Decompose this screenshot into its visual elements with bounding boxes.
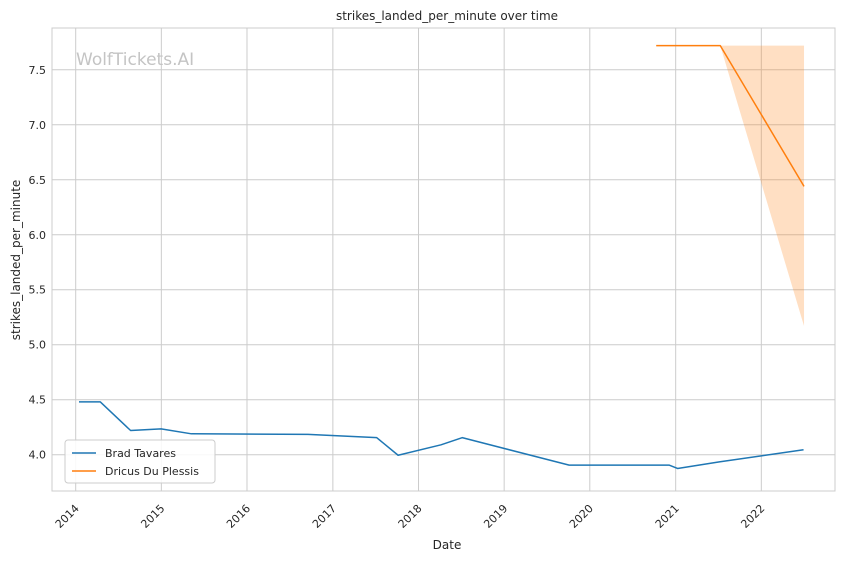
series-line-brad-tavares [78,401,804,470]
x-axis-label: Date [433,538,462,552]
chart-title: strikes_landed_per_minute over time [336,9,558,23]
confidence-band-dricus-du-plessis [656,45,805,327]
series-line-dricus-du-plessis [656,44,805,187]
confidence-bands [656,45,805,327]
y-axis-ticks: 4.0 4.5 5.0 5.5 6.0 6.5 7.0 7.5 [29,64,47,462]
y-tick-label: 4.0 [29,449,47,462]
series-lines [78,44,805,470]
plot-area [51,27,836,492]
legend: Brad Tavares Dricus Du Plessis [64,439,216,484]
y-tick-label: 4.5 [29,394,47,407]
watermark: WolfTickets.AI [76,50,194,70]
y-tick-label: 5.5 [29,284,47,297]
y-tick-label: 7.5 [29,64,47,77]
y-tick-label: 6.0 [29,229,47,242]
legend-box [64,439,216,484]
gridlines [52,28,835,491]
legend-label-brad-tavares: Brad Tavares [105,447,176,460]
y-tick-label: 5.0 [29,339,47,352]
y-axis-label: strikes_landed_per_minute [9,180,23,341]
legend-label-dricus-du-plessis: Dricus Du Plessis [105,465,199,478]
y-tick-label: 6.5 [29,174,47,187]
y-tick-label: 7.0 [29,119,47,132]
